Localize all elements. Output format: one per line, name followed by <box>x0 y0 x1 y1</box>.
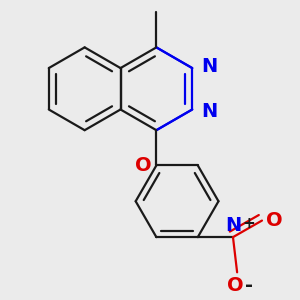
Text: +: + <box>242 216 255 231</box>
Text: N: N <box>225 216 241 235</box>
Text: N: N <box>201 102 218 121</box>
Text: O: O <box>266 211 282 230</box>
Text: -: - <box>245 275 253 295</box>
Text: O: O <box>135 156 152 175</box>
Text: N: N <box>201 57 218 76</box>
Text: O: O <box>227 275 244 295</box>
